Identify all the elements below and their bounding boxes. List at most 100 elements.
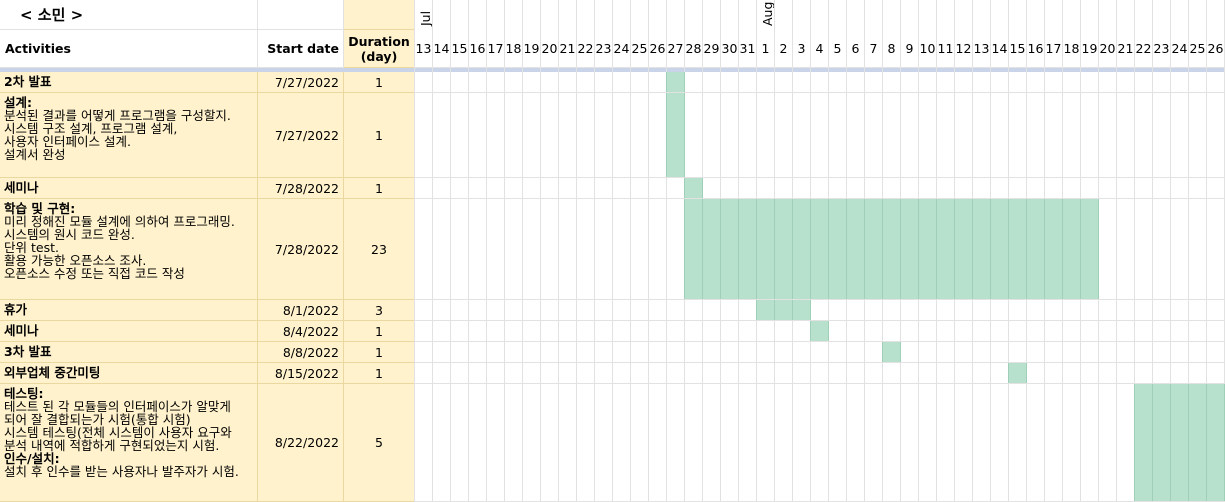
activity-cell[interactable]: 휴가: [0, 300, 258, 321]
day-header-cell[interactable]: 8: [883, 30, 901, 68]
gantt-bar-cell[interactable]: [864, 199, 883, 299]
gantt-bar-cell[interactable]: [1170, 384, 1189, 501]
day-header-cell[interactable]: 17: [1045, 30, 1063, 68]
gantt-bar-cell[interactable]: [882, 199, 901, 299]
gantt-bar-cell[interactable]: [1044, 199, 1063, 299]
day-header-cell[interactable]: 6: [847, 30, 865, 68]
header-blank-cell-yellow[interactable]: [344, 0, 415, 30]
start-date-cell[interactable]: 7/27/2022: [258, 93, 344, 178]
day-header-cell[interactable]: 23: [1153, 30, 1171, 68]
start-date-cell[interactable]: 8/8/2022: [258, 342, 344, 363]
day-header-cell[interactable]: 13: [415, 30, 433, 68]
day-header-cell[interactable]: 23: [595, 30, 613, 68]
start-date-header[interactable]: Start date: [258, 30, 344, 68]
activity-cell[interactable]: 3차 발표: [0, 342, 258, 363]
day-header-cell[interactable]: 12: [955, 30, 973, 68]
gantt-bar-cell[interactable]: [1134, 384, 1153, 501]
gantt-bar-cell[interactable]: [684, 199, 703, 299]
gantt-bar-cell[interactable]: [1062, 199, 1081, 299]
duration-cell[interactable]: 3: [344, 300, 415, 321]
gantt-bar-cell[interactable]: [720, 199, 739, 299]
activities-header[interactable]: Activities: [0, 30, 258, 68]
start-date-cell[interactable]: 8/15/2022: [258, 363, 344, 384]
day-header-cell[interactable]: 9: [901, 30, 919, 68]
day-header-cell[interactable]: 22: [577, 30, 595, 68]
day-header-cell[interactable]: 17: [487, 30, 505, 68]
day-header-cell[interactable]: 26: [649, 30, 667, 68]
day-header-cell[interactable]: 20: [1099, 30, 1117, 68]
day-header-cell[interactable]: 19: [1081, 30, 1099, 68]
day-header-cell[interactable]: 7: [865, 30, 883, 68]
day-header-cell[interactable]: 16: [1027, 30, 1045, 68]
gantt-bar-cell[interactable]: [954, 199, 973, 299]
day-header-cell[interactable]: 16: [469, 30, 487, 68]
day-header-cell[interactable]: 29: [703, 30, 721, 68]
day-header-cell[interactable]: 4: [811, 30, 829, 68]
gantt-bar-cell[interactable]: [774, 300, 793, 320]
day-header-cell[interactable]: 21: [1117, 30, 1135, 68]
gantt-bar-cell[interactable]: [702, 199, 721, 299]
gantt-bar-cell[interactable]: [738, 199, 757, 299]
gantt-bar-cell[interactable]: [1206, 384, 1225, 501]
gantt-bar-cell[interactable]: [666, 93, 685, 177]
gantt-bar-cell[interactable]: [1080, 199, 1099, 299]
duration-cell[interactable]: 1: [344, 72, 415, 93]
day-header-cell[interactable]: 26: [1207, 30, 1225, 68]
day-header-cell[interactable]: 15: [1009, 30, 1027, 68]
gantt-bar-cell[interactable]: [918, 199, 937, 299]
activity-cell[interactable]: 외부업체 중간미팅: [0, 363, 258, 384]
day-header-cell[interactable]: 18: [1063, 30, 1081, 68]
gantt-bar-cell[interactable]: [756, 199, 775, 299]
gantt-bar-cell[interactable]: [1026, 199, 1045, 299]
header-blank-cell[interactable]: [258, 0, 344, 30]
start-date-cell[interactable]: 7/28/2022: [258, 178, 344, 199]
day-header-cell[interactable]: 14: [433, 30, 451, 68]
day-header-cell[interactable]: 25: [1189, 30, 1207, 68]
day-header-cell[interactable]: 30: [721, 30, 739, 68]
activity-cell[interactable]: 세미나: [0, 321, 258, 342]
day-header-cell[interactable]: 1: [757, 30, 775, 68]
day-header-cell[interactable]: 25: [631, 30, 649, 68]
sheet-title[interactable]: < 소민 >: [0, 0, 258, 30]
activity-cell[interactable]: 설계: 분석된 결과를 어떻게 프로그램을 구성할지. 시스템 구조 설계, 프로…: [0, 93, 258, 178]
gantt-bar-cell[interactable]: [774, 199, 793, 299]
day-header-cell[interactable]: 20: [541, 30, 559, 68]
duration-cell[interactable]: 1: [344, 342, 415, 363]
duration-cell[interactable]: 1: [344, 363, 415, 384]
start-date-cell[interactable]: 7/27/2022: [258, 72, 344, 93]
gantt-bar-cell[interactable]: [792, 300, 811, 320]
day-header-cell[interactable]: 22: [1135, 30, 1153, 68]
gantt-bar-cell[interactable]: [990, 199, 1009, 299]
start-date-cell[interactable]: 7/28/2022: [258, 199, 344, 300]
day-header-cell[interactable]: 28: [685, 30, 703, 68]
day-header-cell[interactable]: 11: [937, 30, 955, 68]
gantt-bar-cell[interactable]: [936, 199, 955, 299]
duration-cell[interactable]: 1: [344, 93, 415, 178]
activity-cell[interactable]: 테스팅: 테스트 된 각 모듈들의 인터페이스가 알맞게 되어 잘 결합되는가 시…: [0, 384, 258, 502]
gantt-bar-cell[interactable]: [882, 342, 901, 362]
gantt-bar-cell[interactable]: [1152, 384, 1171, 501]
day-header-cell[interactable]: 5: [829, 30, 847, 68]
day-header-cell[interactable]: 15: [451, 30, 469, 68]
day-header-cell[interactable]: 31: [739, 30, 757, 68]
duration-cell[interactable]: 1: [344, 178, 415, 199]
activity-cell[interactable]: 학습 및 구현: 미리 정해진 모듈 설계에 의하여 프로그래밍. 시스템의 원시…: [0, 199, 258, 300]
day-header-cell[interactable]: 21: [559, 30, 577, 68]
gantt-bar-cell[interactable]: [1188, 384, 1207, 501]
start-date-cell[interactable]: 8/4/2022: [258, 321, 344, 342]
start-date-cell[interactable]: 8/1/2022: [258, 300, 344, 321]
gantt-bar-cell[interactable]: [684, 178, 703, 198]
duration-cell[interactable]: 1: [344, 321, 415, 342]
gantt-bar-cell[interactable]: [828, 199, 847, 299]
day-header-cell[interactable]: 13: [973, 30, 991, 68]
duration-header[interactable]: Duration (day): [344, 30, 415, 68]
gantt-bar-cell[interactable]: [900, 199, 919, 299]
gantt-bar-cell[interactable]: [810, 321, 829, 341]
day-header-cell[interactable]: 27: [667, 30, 685, 68]
gantt-bar-cell[interactable]: [810, 199, 829, 299]
gantt-bar-cell[interactable]: [972, 199, 991, 299]
activity-cell[interactable]: 세미나: [0, 178, 258, 199]
start-date-cell[interactable]: 8/22/2022: [258, 384, 344, 502]
day-header-cell[interactable]: 10: [919, 30, 937, 68]
day-header-cell[interactable]: 3: [793, 30, 811, 68]
